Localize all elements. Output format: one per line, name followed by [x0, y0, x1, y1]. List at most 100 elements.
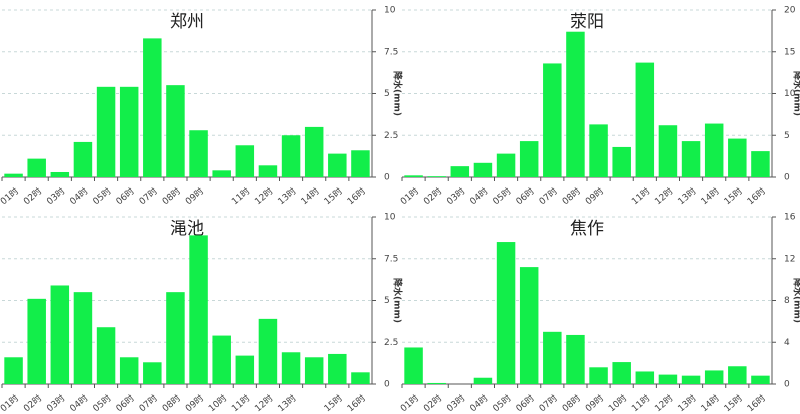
x-tick-label: 16时	[345, 185, 368, 207]
y-axis-label: 降水(mm)	[792, 71, 800, 116]
bar	[681, 375, 701, 384]
bar	[751, 151, 770, 177]
x-tick-label: 08时	[160, 185, 183, 207]
y-tick-label: 5	[384, 89, 390, 99]
chart-title: 荥阳	[570, 12, 604, 32]
x-tick-label: 03时	[444, 392, 467, 414]
y-tick-label: 0	[784, 380, 790, 390]
x-tick-label: 15时	[321, 185, 344, 207]
bar	[635, 62, 655, 178]
bar	[212, 335, 231, 384]
y-axis-label: 降水(mm)	[792, 278, 800, 323]
x-tick-label: 16时	[745, 185, 768, 207]
x-tick-label: 09时	[183, 185, 206, 207]
bar	[27, 298, 46, 384]
y-tick-label: 5	[384, 296, 390, 306]
y-tick-label: 7.5	[384, 254, 398, 264]
y-tick-label: 0	[384, 380, 390, 390]
bar	[566, 334, 585, 384]
y-tick-label: 10	[384, 213, 396, 223]
x-tick-label: 11时	[229, 185, 252, 207]
x-tick-label: 13时	[275, 392, 298, 414]
y-tick-label: 16	[784, 213, 796, 223]
y-tick-label: 10	[784, 89, 796, 99]
bar	[728, 138, 747, 177]
bar	[281, 352, 301, 384]
bar	[96, 86, 116, 177]
bar	[751, 375, 770, 384]
bar	[166, 85, 185, 177]
chart-title: 焦作	[570, 219, 604, 239]
bar	[258, 165, 278, 177]
bar	[473, 162, 493, 177]
bar	[189, 130, 208, 177]
bar	[258, 318, 278, 384]
x-tick-label: 09时	[583, 392, 606, 414]
bar	[27, 158, 46, 177]
x-tick-label: 12时	[652, 392, 675, 414]
x-tick-label: 05时	[490, 185, 513, 207]
bar	[519, 267, 539, 384]
x-tick-label: 01时	[0, 185, 21, 207]
x-tick-label: 06时	[113, 392, 136, 414]
x-tick-label: 06时	[513, 185, 536, 207]
chart-title: 渑池	[170, 219, 204, 239]
x-tick-label: 12时	[252, 185, 275, 207]
bar	[427, 382, 446, 384]
x-tick-label: 16时	[745, 392, 768, 414]
x-tick-label: 04时	[467, 185, 490, 207]
bar	[496, 242, 516, 384]
bar	[519, 141, 539, 177]
x-tick-label: 13时	[275, 185, 298, 207]
bar	[166, 292, 185, 384]
bar	[704, 123, 724, 177]
bar	[119, 357, 139, 384]
y-tick-label: 7.5	[384, 47, 398, 57]
x-tick-label: 02时	[21, 185, 44, 207]
x-tick-label: 07时	[136, 185, 159, 207]
bar	[189, 235, 208, 384]
x-tick-label: 12时	[652, 185, 675, 207]
x-tick-label: 09时	[183, 392, 206, 414]
x-tick-label: 02时	[21, 392, 44, 414]
y-tick-label: 2.5	[384, 338, 398, 348]
y-tick-label: 8	[784, 296, 790, 306]
x-tick-label: 07时	[536, 185, 559, 207]
x-tick-label: 15时	[721, 392, 744, 414]
bar	[4, 357, 23, 384]
bar	[235, 145, 255, 177]
x-tick-label: 05时	[90, 185, 113, 207]
x-tick-label: 03时	[444, 185, 467, 207]
y-axis-label: 降水(mm)	[392, 71, 404, 116]
x-tick-label: 14时	[298, 185, 321, 207]
bar	[404, 175, 423, 177]
bar	[589, 367, 608, 384]
x-tick-label: 05时	[490, 392, 513, 414]
bar	[543, 63, 562, 177]
x-tick-label: 13时	[675, 392, 698, 414]
bar	[351, 150, 370, 177]
x-tick-label: 01时	[398, 185, 421, 207]
bar	[4, 173, 23, 177]
x-tick-label: 02时	[421, 185, 444, 207]
bar	[50, 285, 70, 384]
bar	[304, 357, 324, 384]
bar	[119, 86, 139, 177]
bar	[212, 170, 231, 177]
bar	[473, 377, 493, 384]
bar	[281, 135, 301, 177]
bar	[658, 125, 678, 177]
x-tick-label: 13时	[675, 185, 698, 207]
x-tick-label: 01时	[398, 392, 421, 414]
x-tick-label: 02时	[421, 392, 444, 414]
x-tick-label: 08时	[560, 392, 583, 414]
x-tick-label: 06时	[513, 392, 536, 414]
x-tick-label: 09时	[583, 185, 606, 207]
x-tick-label: 11时	[229, 392, 252, 414]
y-tick-label: 10	[384, 6, 396, 16]
x-tick-label: 04时	[67, 185, 90, 207]
y-tick-label: 20	[784, 6, 796, 16]
bar	[235, 355, 255, 384]
x-tick-label: 01时	[0, 392, 21, 414]
x-tick-label: 10时	[606, 392, 629, 414]
